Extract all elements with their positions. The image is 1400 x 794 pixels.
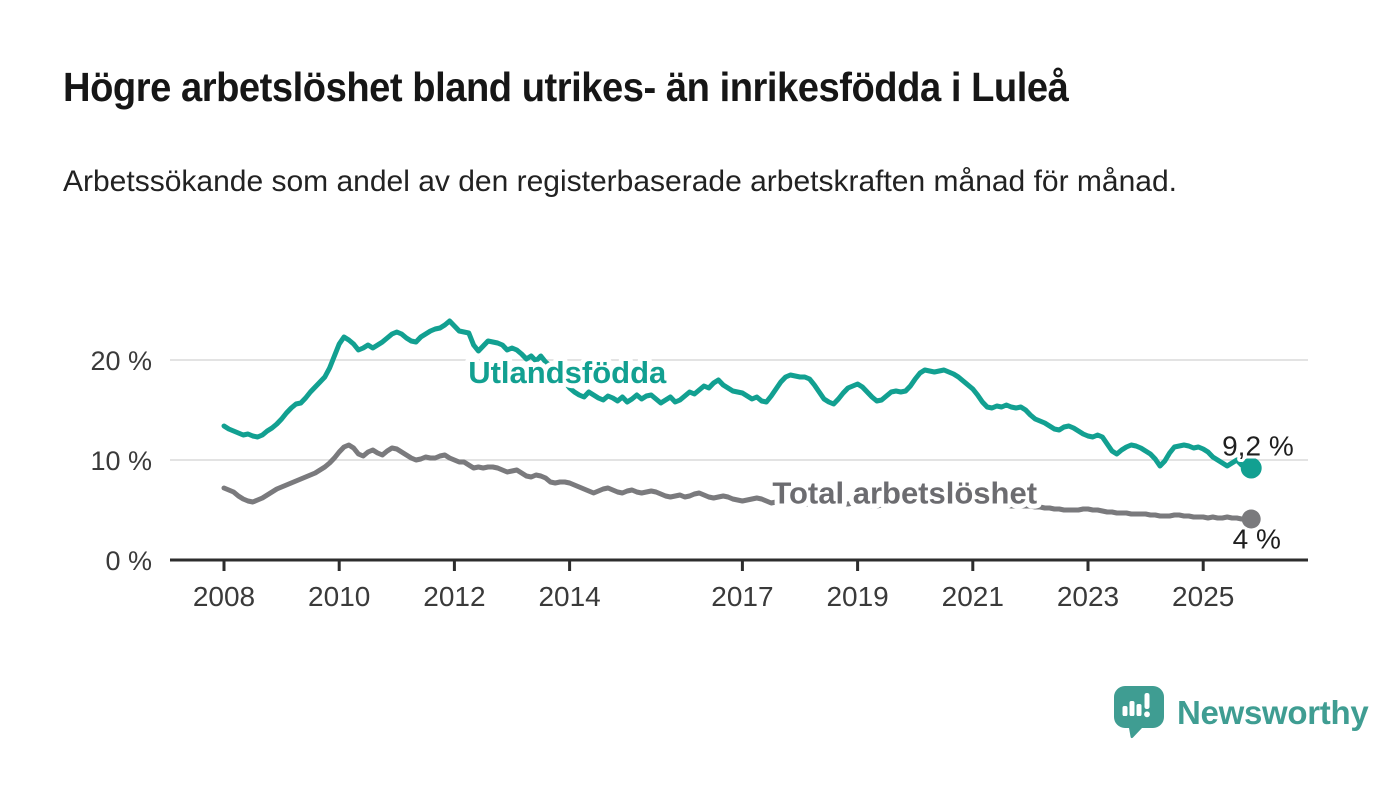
x-tick-label-2017: 2017 (711, 581, 773, 612)
x-tick-label-2012: 2012 (423, 581, 485, 612)
x-tick-label-2008: 2008 (193, 581, 255, 612)
y-tick-label-20: 20 % (90, 346, 152, 376)
series-label-utlandsfodda: Utlandsfödda (468, 355, 667, 390)
x-tick-label-2014: 2014 (538, 581, 600, 612)
end-dot-total-arbetsloshet (1241, 509, 1261, 529)
x-tick-label-2019: 2019 (826, 581, 888, 612)
x-tick-label-2023: 2023 (1057, 581, 1119, 612)
series-label-total-arbetsloshet: Total arbetslöshet (772, 476, 1037, 511)
x-tick-label-2025: 2025 (1172, 581, 1234, 612)
page-subtitle: Arbetssökande som andel av den registerb… (63, 165, 1177, 198)
end-value-label-total-arbetsloshet: 4 % (1233, 524, 1281, 555)
y-tick-label-10: 10 % (90, 446, 152, 476)
y-tick-label-0: 0 % (105, 546, 152, 576)
speech-bubble-bar-chart-icon (1114, 686, 1164, 739)
bar-1 (1122, 706, 1128, 716)
x-tick-label-2021: 2021 (942, 581, 1004, 612)
end-value-label-utlandsfodda: 9,2 % (1222, 431, 1294, 462)
bar-3 (1136, 704, 1142, 716)
series-line-utlandsfodda (221, 318, 1254, 471)
page-title: Högre arbetslöshet bland utrikes- än inr… (63, 64, 1069, 110)
exclamation-dot (1144, 711, 1150, 718)
end-dot-utlandsfodda (1240, 457, 1262, 479)
x-tick-label-2010: 2010 (308, 581, 370, 612)
exclamation-bar (1144, 693, 1150, 709)
newsworthy-logo: Newsworthy (1114, 686, 1369, 739)
series-line-total-arbetsloshet (221, 442, 1254, 522)
newsworthy-wordmark: Newsworthy (1177, 693, 1369, 731)
bar-2 (1129, 701, 1135, 716)
